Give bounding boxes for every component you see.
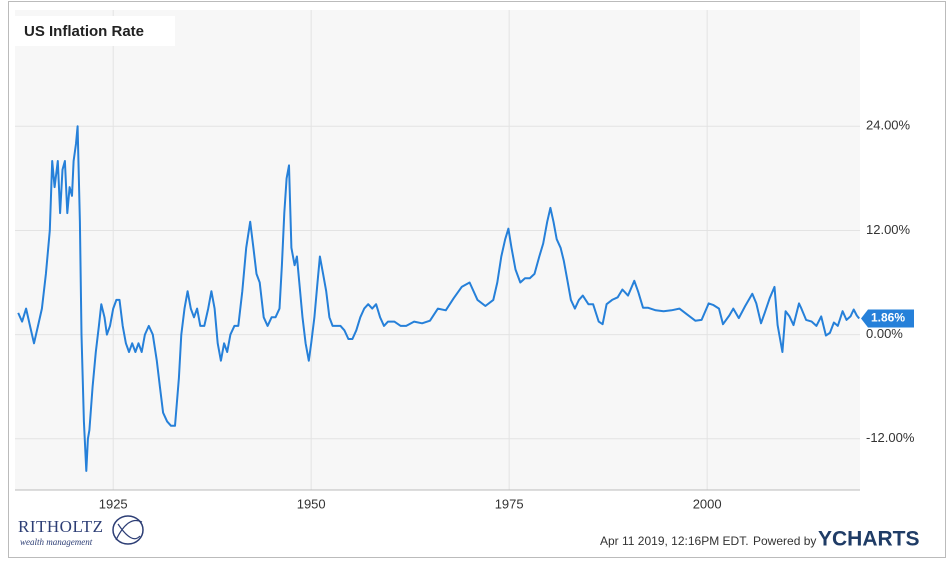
- x-tick-label: 1925: [99, 496, 128, 511]
- timestamp: Apr 11 2019, 12:16PM EDT.: [600, 534, 749, 548]
- current-value-tag: [861, 309, 914, 328]
- logo-swirl: [115, 519, 143, 541]
- logo-emblem: [112, 515, 144, 545]
- logo-sub: wealth management: [20, 537, 93, 547]
- current-value-label: 1.86%: [871, 311, 905, 325]
- logo: RITHOLTZ wealth management: [18, 515, 144, 547]
- plot: [17, 125, 860, 472]
- x-tick-label: 1975: [495, 496, 524, 511]
- y-tick-label: 12.00%: [866, 222, 911, 237]
- brand: YCHARTS: [818, 528, 920, 551]
- grid: [15, 10, 860, 490]
- y-tick-label: 0.00%: [866, 326, 903, 341]
- x-tick-label: 2000: [693, 496, 722, 511]
- y-tick-label: 24.00%: [866, 118, 911, 133]
- chart-title: US Inflation Rate: [24, 23, 144, 40]
- y-tick-label: -12.00%: [866, 430, 915, 445]
- title-box: [15, 16, 175, 46]
- line: [17, 125, 860, 472]
- plot-area: [15, 10, 860, 490]
- powered-by: Powered by: [753, 534, 816, 548]
- logo-text: RITHOLTZ: [18, 517, 104, 536]
- x-tick-label: 1950: [297, 496, 326, 511]
